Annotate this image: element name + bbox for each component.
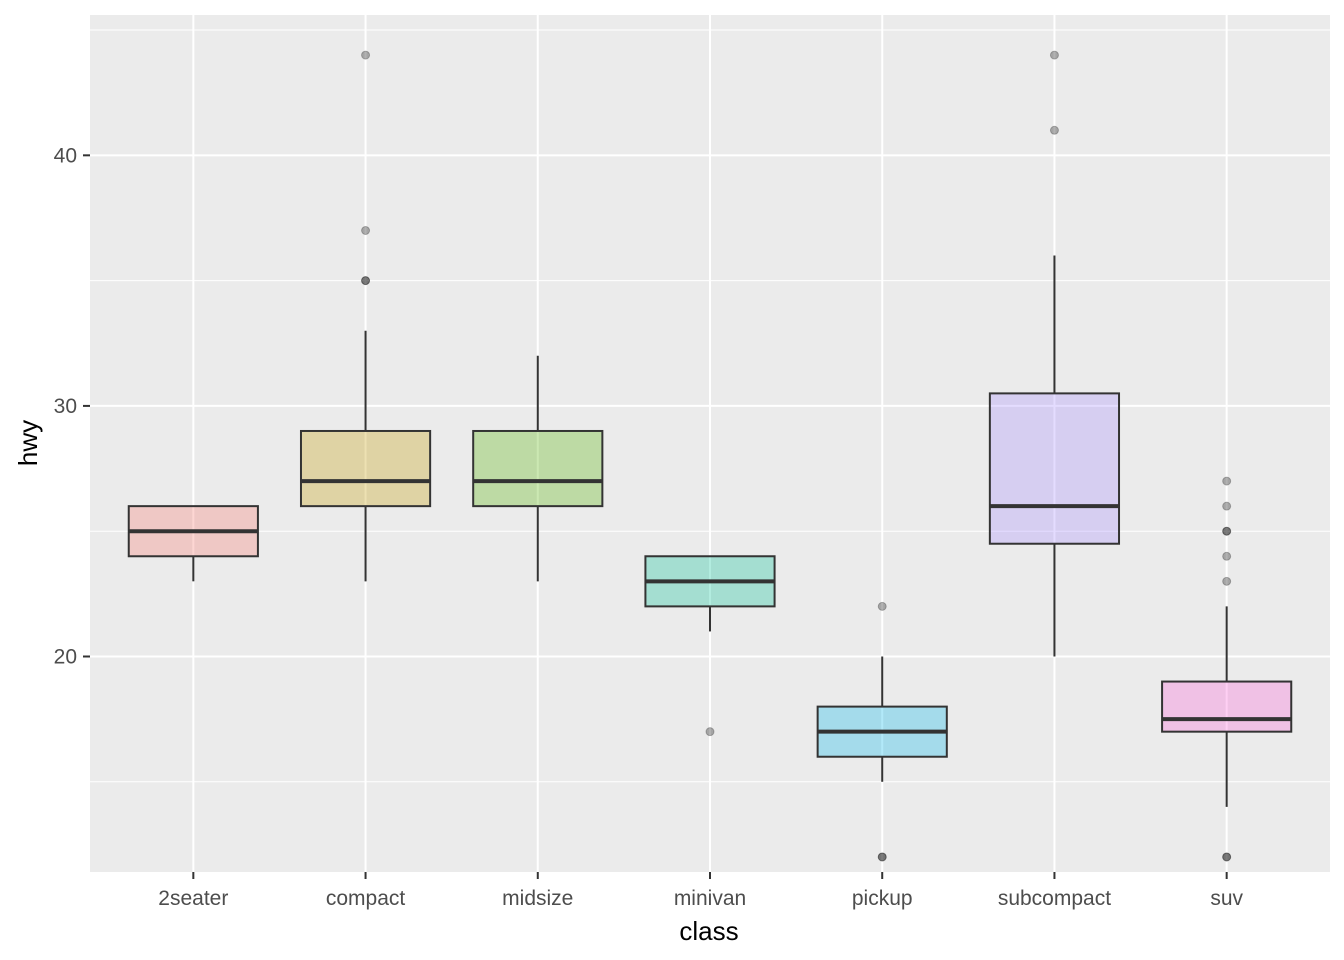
y-axis-title: hwy — [13, 420, 43, 466]
box-iqr — [988, 392, 1121, 545]
grid-lines — [90, 15, 1330, 872]
outlier-point — [1222, 526, 1232, 536]
y-tick-label: 30 — [54, 395, 77, 418]
box-subcompact — [988, 50, 1121, 657]
box-minivan — [644, 555, 776, 737]
outlier-point — [1222, 576, 1232, 586]
outlier-point — [1222, 852, 1232, 862]
outlier-point — [877, 852, 887, 862]
outlier-point — [877, 852, 887, 862]
y-tick-label: 40 — [54, 144, 77, 167]
box-compact — [299, 50, 432, 582]
x-tick-label-suv: suv — [1210, 887, 1243, 910]
outlier-point — [1222, 476, 1232, 486]
outlier-point — [1222, 852, 1232, 862]
y-tick-label: 20 — [54, 645, 77, 668]
outlier-point — [705, 727, 715, 737]
outlier-point — [361, 50, 371, 60]
y-axis: 20 30 40 — [54, 144, 90, 668]
box-iqr — [472, 429, 604, 508]
x-tick-label-minivan: minivan — [674, 887, 746, 910]
outlier-point — [361, 276, 371, 286]
outlier-point — [1049, 50, 1059, 60]
x-tick-label-midsize: midsize — [502, 887, 573, 910]
outlier-point — [361, 276, 371, 286]
box-iqr — [1161, 680, 1293, 733]
outlier-point — [1222, 551, 1232, 561]
box-iqr — [299, 429, 432, 508]
boxes-layer — [127, 50, 1293, 862]
outlier-point — [877, 601, 887, 611]
outlier-point — [1222, 526, 1232, 536]
outlier-point — [361, 226, 371, 236]
x-tick-label-subcompact: subcompact — [998, 887, 1111, 910]
x-tick-label-compact: compact — [326, 887, 406, 910]
x-axis-title: class — [679, 916, 738, 946]
box-suv — [1161, 476, 1293, 862]
box-midsize — [472, 355, 604, 582]
outlier-point — [1222, 501, 1232, 511]
x-tick-label-2seater: 2seater — [158, 887, 228, 910]
x-axis: 2seater compact midsize minivan pickup subcom… — [158, 872, 1244, 910]
box-pickup — [816, 601, 948, 862]
outlier-point — [1049, 125, 1059, 135]
x-tick-label-pickup: pickup — [852, 887, 913, 910]
box-2seater — [127, 505, 259, 582]
